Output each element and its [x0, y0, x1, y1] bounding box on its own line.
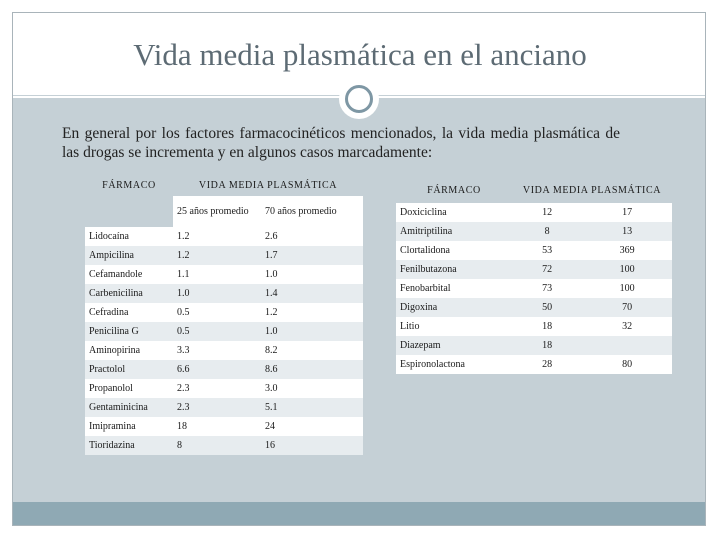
young-value-cell: 0.5: [173, 303, 261, 322]
table-row: Carbenicilina 1.0 1.4: [85, 284, 363, 303]
old-value-cell: 3.0: [261, 379, 363, 398]
table-row: Amitriptilina 8 13: [396, 222, 672, 241]
young-value-cell: 73: [512, 279, 583, 298]
drug-cell: Gentaminicina: [85, 398, 173, 417]
young-value-cell: 12: [512, 203, 583, 222]
young-value-cell: 8: [512, 222, 583, 241]
old-value-cell: 100: [582, 260, 672, 279]
young-value-cell: 2.3: [173, 379, 261, 398]
table-row: Practolol 6.6 8.6: [85, 360, 363, 379]
table-row: Diazepam 18: [396, 336, 672, 355]
half-life-table-right: FÁRMACO VIDA MEDIA PLASMÁTICA Doxiciclin…: [396, 178, 672, 374]
old-value-cell: [582, 336, 672, 355]
drug-cell: Tioridazina: [85, 436, 173, 455]
old-value-cell: 8.2: [261, 341, 363, 360]
old-value-cell: 1.7: [261, 246, 363, 265]
table-row: Fenilbutazona 72 100: [396, 260, 672, 279]
old-value-cell: 1.4: [261, 284, 363, 303]
young-value-cell: 53: [512, 241, 583, 260]
old-value-cell: 16: [261, 436, 363, 455]
young-value-cell: 50: [512, 298, 583, 317]
drug-cell: Espironolactona: [396, 355, 512, 374]
old-value-cell: 80: [582, 355, 672, 374]
table-row: Penicilina G 0.5 1.0: [85, 322, 363, 341]
table-row: Clortalidona 53 369: [396, 241, 672, 260]
old-value-cell: 13: [582, 222, 672, 241]
column-header-drug: FÁRMACO: [85, 175, 173, 196]
column-header-drug: FÁRMACO: [396, 178, 512, 203]
table-row: Aminopirina 3.3 8.2: [85, 341, 363, 360]
old-value-cell: 8.6: [261, 360, 363, 379]
young-value-cell: 2.3: [173, 398, 261, 417]
table-row: Propanolol 2.3 3.0: [85, 379, 363, 398]
table-row: Tioridazina 8 16: [85, 436, 363, 455]
drug-cell: Doxiciclina: [396, 203, 512, 222]
drug-cell: Penicilina G: [85, 322, 173, 341]
circle-ornament-icon: [339, 79, 379, 119]
table-row: Espironolactona 28 80: [396, 355, 672, 374]
young-value-cell: 18: [512, 317, 583, 336]
table-row: Cefradina 0.5 1.2: [85, 303, 363, 322]
drug-cell: Cefamandole: [85, 265, 173, 284]
old-value-cell: 369: [582, 241, 672, 260]
column-header-half-life: VIDA MEDIA PLASMÁTICA: [512, 178, 672, 203]
young-value-cell: 1.2: [173, 227, 261, 246]
table-row: Litio 18 32: [396, 317, 672, 336]
old-value-cell: 1.2: [261, 303, 363, 322]
old-value-cell: 24: [261, 417, 363, 436]
old-value-cell: 2.6: [261, 227, 363, 246]
drug-cell: Propanolol: [85, 379, 173, 398]
footer-bar: [13, 502, 705, 525]
empty-cell: [85, 196, 173, 227]
drug-cell: Aminopirina: [85, 341, 173, 360]
young-value-cell: 28: [512, 355, 583, 374]
column-header-half-life: VIDA MEDIA PLASMÁTICA: [173, 175, 363, 196]
intro-paragraph: En general por los factores farmacocinét…: [62, 125, 620, 161]
young-value-cell: 0.5: [173, 322, 261, 341]
drug-cell: Lidocaína: [85, 227, 173, 246]
slide-title: Vida media plasmática en el anciano: [133, 37, 587, 72]
table-row: Lidocaína 1.2 2.6: [85, 227, 363, 246]
table-row: Fenobarbital 73 100: [396, 279, 672, 298]
table-row: Digoxina 50 70: [396, 298, 672, 317]
drug-cell: Diazepam: [396, 336, 512, 355]
young-value-cell: 18: [512, 336, 583, 355]
drug-cell: Carbenicilina: [85, 284, 173, 303]
old-value-cell: 1.0: [261, 265, 363, 284]
old-value-cell: 17: [582, 203, 672, 222]
young-value-cell: 3.3: [173, 341, 261, 360]
drug-cell: Fenobarbital: [396, 279, 512, 298]
table-row: Cefamandole 1.1 1.0: [85, 265, 363, 284]
subheader-old: 70 años promedio: [261, 196, 363, 227]
old-value-cell: 70: [582, 298, 672, 317]
drug-cell: Practolol: [85, 360, 173, 379]
table-row: Doxiciclina 12 17: [396, 203, 672, 222]
drug-cell: Clortalidona: [396, 241, 512, 260]
young-value-cell: 1.1: [173, 265, 261, 284]
table-row: Imipramina 18 24: [85, 417, 363, 436]
table-row: Gentaminicina 2.3 5.1: [85, 398, 363, 417]
drug-cell: Imipramina: [85, 417, 173, 436]
young-value-cell: 18: [173, 417, 261, 436]
drug-cell: Litio: [396, 317, 512, 336]
table-row: Ampicilina 1.2 1.7: [85, 246, 363, 265]
young-value-cell: 6.6: [173, 360, 261, 379]
drug-cell: Fenilbutazona: [396, 260, 512, 279]
old-value-cell: 100: [582, 279, 672, 298]
old-value-cell: 32: [582, 317, 672, 336]
drug-cell: Amitriptilina: [396, 222, 512, 241]
young-value-cell: 8: [173, 436, 261, 455]
drug-cell: Cefradina: [85, 303, 173, 322]
subheader-young: 25 años promedio: [173, 196, 261, 227]
young-value-cell: 1.0: [173, 284, 261, 303]
old-value-cell: 5.1: [261, 398, 363, 417]
old-value-cell: 1.0: [261, 322, 363, 341]
drug-cell: Digoxina: [396, 298, 512, 317]
young-value-cell: 1.2: [173, 246, 261, 265]
half-life-table-left: FÁRMACO VIDA MEDIA PLASMÁTICA 25 años pr…: [85, 175, 363, 455]
drug-cell: Ampicilina: [85, 246, 173, 265]
young-value-cell: 72: [512, 260, 583, 279]
